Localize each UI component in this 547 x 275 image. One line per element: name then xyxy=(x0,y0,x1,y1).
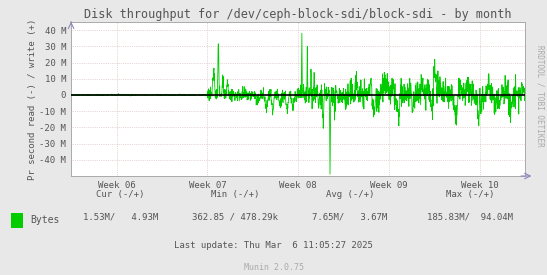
Text: Munin 2.0.75: Munin 2.0.75 xyxy=(243,263,304,271)
Text: Max (-/+): Max (-/+) xyxy=(446,190,494,199)
Title: Disk throughput for /dev/ceph-block-sdi/block-sdi - by month: Disk throughput for /dev/ceph-block-sdi/… xyxy=(84,8,512,21)
Text: RRDTOOL / TOBI OETIKER: RRDTOOL / TOBI OETIKER xyxy=(536,45,544,147)
Text: Last update: Thu Mar  6 11:05:27 2025: Last update: Thu Mar 6 11:05:27 2025 xyxy=(174,241,373,249)
Y-axis label: Pr second read (-) / write (+): Pr second read (-) / write (+) xyxy=(27,18,37,180)
Text: Min (-/+): Min (-/+) xyxy=(211,190,259,199)
Text: 362.85 / 478.29k: 362.85 / 478.29k xyxy=(192,213,278,222)
Text: Avg (-/+): Avg (-/+) xyxy=(326,190,374,199)
Text: 1.53M/   4.93M: 1.53M/ 4.93M xyxy=(83,213,158,222)
Text: Bytes: Bytes xyxy=(30,215,60,225)
Text: 185.83M/  94.04M: 185.83M/ 94.04M xyxy=(427,213,514,222)
Text: Cur (-/+): Cur (-/+) xyxy=(96,190,144,199)
Text: 7.65M/   3.67M: 7.65M/ 3.67M xyxy=(312,213,388,222)
